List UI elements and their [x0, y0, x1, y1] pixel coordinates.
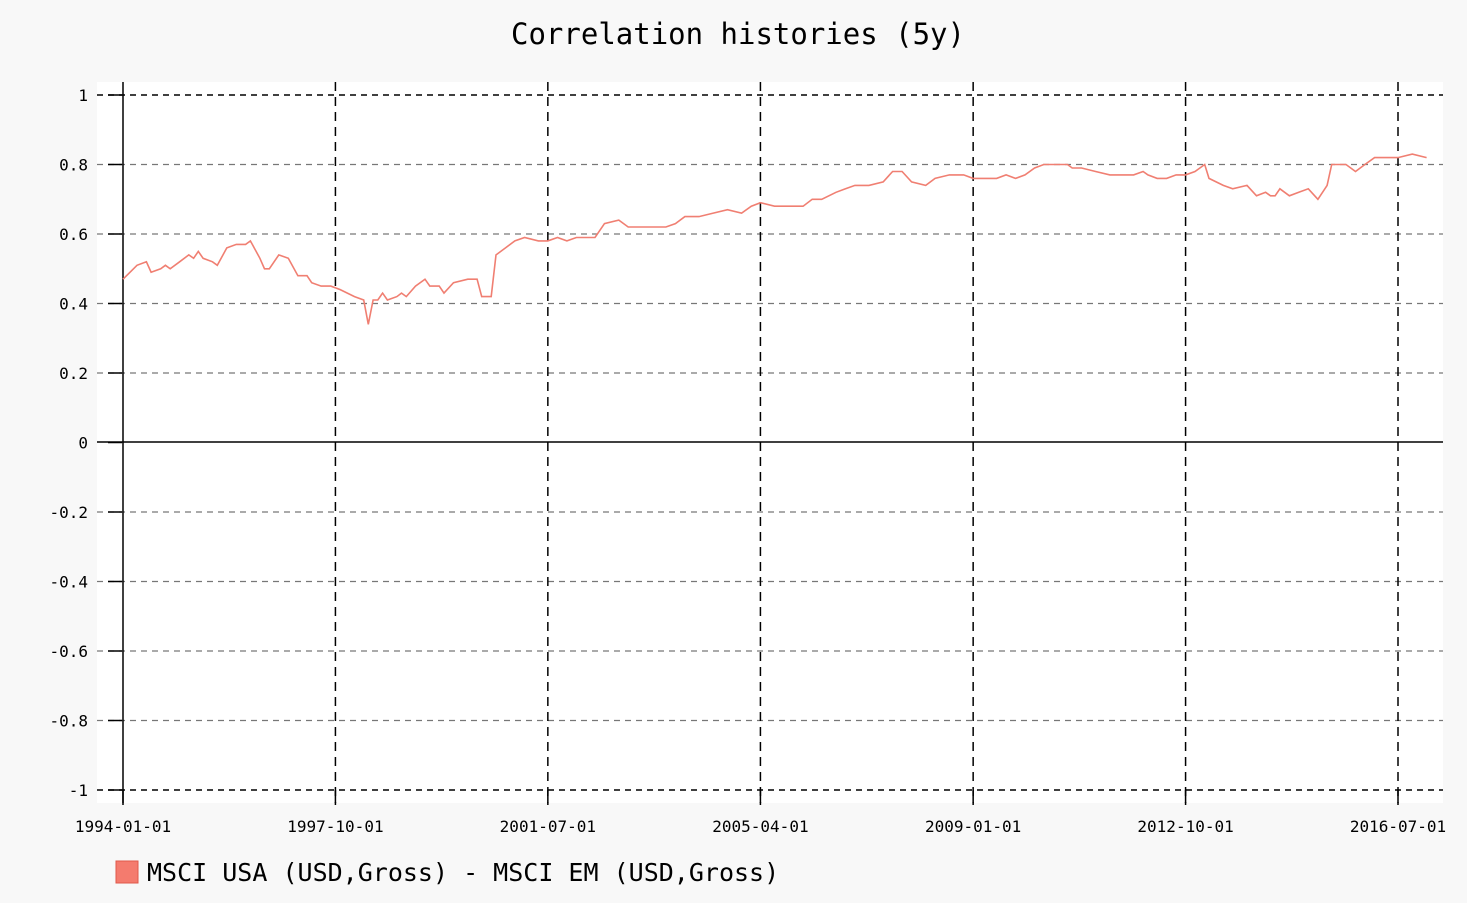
- x-tick-label: 2016-07-01: [1350, 817, 1446, 836]
- y-tick-label: 0.6: [59, 225, 88, 244]
- y-tick-label: 1: [78, 86, 88, 105]
- x-tick-label: 1997-10-01: [287, 817, 383, 836]
- series-line-msci-usa-em: [122, 153, 1427, 325]
- x-tick-label: 2001-07-01: [500, 817, 596, 836]
- y-tick-labels: 1 0.8 0.6 0.4 0.2 0 -0.2 -0.4 -0.6 -0.8 -1: [49, 86, 88, 800]
- chart-title: Correlation histories (5y): [511, 17, 965, 51]
- legend: MSCI USA (USD,Gross) - MSCI EM (USD,Gros…: [115, 858, 779, 887]
- x-tick-label: 1994-01-01: [75, 817, 171, 836]
- y-gridlines: [97, 94, 1443, 791]
- y-tick-label: -0.8: [49, 712, 88, 731]
- y-tick-label: -0.4: [49, 573, 88, 592]
- y-tick-label: -0.6: [49, 642, 88, 661]
- legend-label: MSCI USA (USD,Gross) - MSCI EM (USD,Gros…: [147, 858, 779, 887]
- x-tick-label: 2009-01-01: [925, 817, 1021, 836]
- y-tick-label: 0.4: [59, 295, 88, 314]
- y-tick-label: 0.8: [59, 156, 88, 175]
- y-tick-label: 0.2: [59, 364, 88, 383]
- x-tick-label: 2005-04-01: [712, 817, 808, 836]
- legend-swatch: [115, 860, 139, 884]
- x-tick-label: 2012-10-01: [1137, 817, 1233, 836]
- y-tick-label: -1: [69, 781, 88, 800]
- y-tick-label: 0: [78, 434, 88, 453]
- x-tick-labels: 1994-01-01 1997-10-01 2001-07-01 2005-04-01…: [75, 817, 1446, 836]
- y-tick-label: -0.2: [49, 503, 88, 522]
